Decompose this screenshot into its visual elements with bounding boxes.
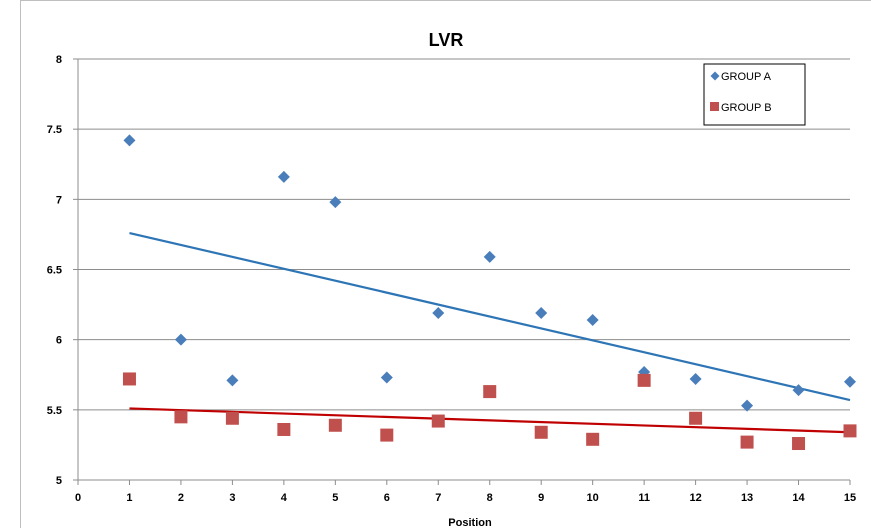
- scatter-chart: LVR 55.566.577.580 1 2 3 4 5 6 7 8 9 10 11 12 13 14 15 …: [47, 30, 857, 529]
- data-point-group-b: [534, 425, 548, 439]
- y-tick-label: 7.5: [47, 124, 62, 136]
- x-tick-label: 7: [435, 492, 441, 504]
- trendlines: [129, 231, 851, 434]
- x-tick-label: 15: [844, 492, 856, 504]
- data-point-group-b: [225, 411, 239, 425]
- data-point-group-a: [123, 134, 136, 147]
- data-point-group-b: [380, 428, 394, 442]
- axes: 55.566.577.580 1 2 3 4 5 6 7 8 9 10 11 12 13 14 15: [47, 54, 856, 504]
- data-point-group-a: [432, 307, 445, 320]
- data-point-group-a: [277, 170, 290, 183]
- data-point-group-b: [328, 418, 342, 432]
- x-tick-label: 4: [281, 492, 288, 504]
- data-point-group-a: [844, 375, 856, 388]
- x-axis-label: Position: [448, 517, 492, 529]
- y-tick-label: 5.5: [47, 405, 62, 417]
- data-point-group-b: [431, 414, 445, 428]
- legend-marker-group-a: [710, 71, 720, 81]
- data-point-group-b: [586, 432, 600, 446]
- legend-box: [703, 63, 806, 126]
- data-point-group-b: [792, 437, 806, 451]
- legend-label-group-b: GROUP B: [721, 102, 772, 114]
- x-tick-label: 5: [332, 492, 338, 504]
- data-point-group-b: [277, 422, 291, 436]
- x-tick-label: 2: [178, 492, 184, 504]
- legend-label-group-a: GROUP A: [721, 71, 772, 83]
- trendline-group-a: [129, 231, 851, 402]
- y-tick-label: 6: [56, 335, 62, 347]
- data-point-group-a: [380, 371, 393, 384]
- y-tick-label: 5: [56, 475, 62, 487]
- data-point-group-b: [843, 424, 857, 438]
- legend: GROUP A GROUP B: [703, 63, 806, 126]
- x-tick-label: 14: [792, 492, 805, 504]
- data-point-group-a: [226, 374, 239, 387]
- x-tick-label: 13: [741, 492, 753, 504]
- x-tick-label: 3: [229, 492, 235, 504]
- data-point-group-b: [740, 435, 754, 449]
- trendline-group-b: [129, 407, 851, 434]
- x-tick-label: 12: [689, 492, 701, 504]
- data-point-group-b: [122, 372, 136, 386]
- chart-title: LVR: [429, 30, 464, 50]
- data-point-group-a: [535, 307, 548, 320]
- gridlines: [78, 58, 850, 411]
- data-point-group-b: [174, 410, 188, 424]
- data-point-group-b: [637, 373, 651, 387]
- x-tick-label: 9: [538, 492, 544, 504]
- legend-item-group-a: GROUP A: [710, 71, 772, 83]
- x-tick-label: 6: [384, 492, 390, 504]
- data-point-group-b: [483, 385, 497, 399]
- data-point-group-b: [689, 411, 703, 425]
- data-point-group-a: [174, 333, 187, 346]
- data-points: [122, 134, 857, 451]
- data-point-group-a: [586, 314, 599, 327]
- y-tick-label: 8: [56, 54, 62, 66]
- x-tick-label: 10: [587, 492, 599, 504]
- data-point-group-a: [483, 250, 496, 263]
- legend-item-group-b: GROUP B: [710, 102, 772, 114]
- chart-area: LVR 5 5.5 6 6.5 7 7.5 8 0 1 2 3 4 5 6 7 8 9 10 11 12 13 14 15 …: [20, 0, 871, 529]
- legend-marker-group-b: [710, 102, 719, 111]
- y-tick-label: 7: [56, 194, 62, 206]
- data-point-group-a: [792, 384, 805, 397]
- x-tick-label: 8: [487, 492, 493, 504]
- x-tick-label: 0: [75, 492, 81, 504]
- data-point-group-a: [329, 196, 342, 209]
- data-point-group-a: [741, 399, 754, 412]
- x-tick-label: 1: [126, 492, 132, 504]
- data-point-group-a: [689, 372, 702, 385]
- x-tick-label: 11: [638, 492, 650, 504]
- y-tick-label: 6.5: [47, 265, 62, 277]
